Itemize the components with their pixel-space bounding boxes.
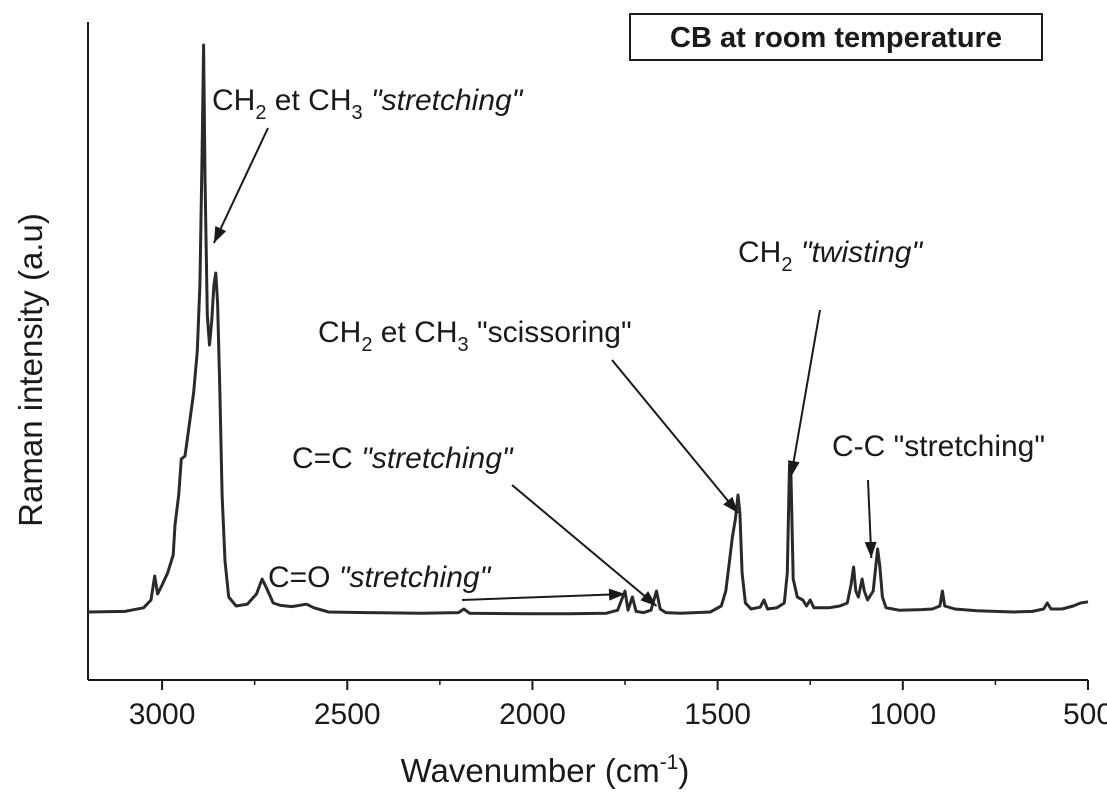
x-tick-label: 2000 [499,698,566,731]
annotation-arrowhead [723,496,738,513]
legend: CB at room temperature [629,13,1043,61]
annotation-arrowhead [608,588,626,601]
annotation-text: CH2 "twisting" [738,236,923,276]
x-axis-label: Wavenumber (cm-1) [401,751,690,789]
x-tick-label: 2500 [314,698,381,731]
legend-box [629,13,1043,61]
x-tick-label: 1000 [869,698,936,731]
legend-text: CB at room temperature [670,22,1002,54]
annotation-arrow [213,127,269,244]
x-axis-tick-labels: 3000 2500 2000 1500 1000 500 [129,698,1107,731]
annotation-ch2-ch3-scissoring: CH2 et CH3 "scissoring" [318,316,739,514]
annotation-arrow [511,484,658,607]
annotation-co-stretching: C=O "stretching" [268,561,626,601]
annotation-text: C=O "stretching" [268,561,492,594]
annotation-cc-double-stretching: C=C "stretching" [292,442,658,607]
x-tick-label: 3000 [129,698,196,731]
annotation-ch2-twisting: CH2 "twisting" [738,236,923,478]
annotation-ch2-ch3-stretching: CH2 et CH3 "stretching" [212,84,524,244]
annotation-arrowhead [213,225,227,243]
x-axis-ticks [161,680,1089,690]
annotation-text: CH2 et CH3 "scissoring" [318,316,632,356]
annotation-text: CH2 et CH3 "stretching" [212,84,524,124]
annotation-arrowhead [640,591,657,606]
annotation-arrowhead [787,460,800,477]
annotation-arrowhead [864,541,877,558]
annotation-text: C-C "stretching" [832,430,1045,463]
series-line [87,43,1089,616]
x-tick-label: 500 [1063,698,1107,731]
peak-annotations: CH2 et CH3 "stretching" CH2 "twisting" C… [212,84,1045,607]
x-tick-label: 1500 [684,698,751,731]
annotation-cc-single-stretching: C-C "stretching" [832,430,1045,559]
annotation-arrow [461,593,626,601]
annotation-text: C=C "stretching" [292,442,514,475]
annotation-arrow [789,309,821,478]
annotation-arrow [611,359,739,514]
y-axis-label: Raman intensity (a.u) [12,213,49,527]
